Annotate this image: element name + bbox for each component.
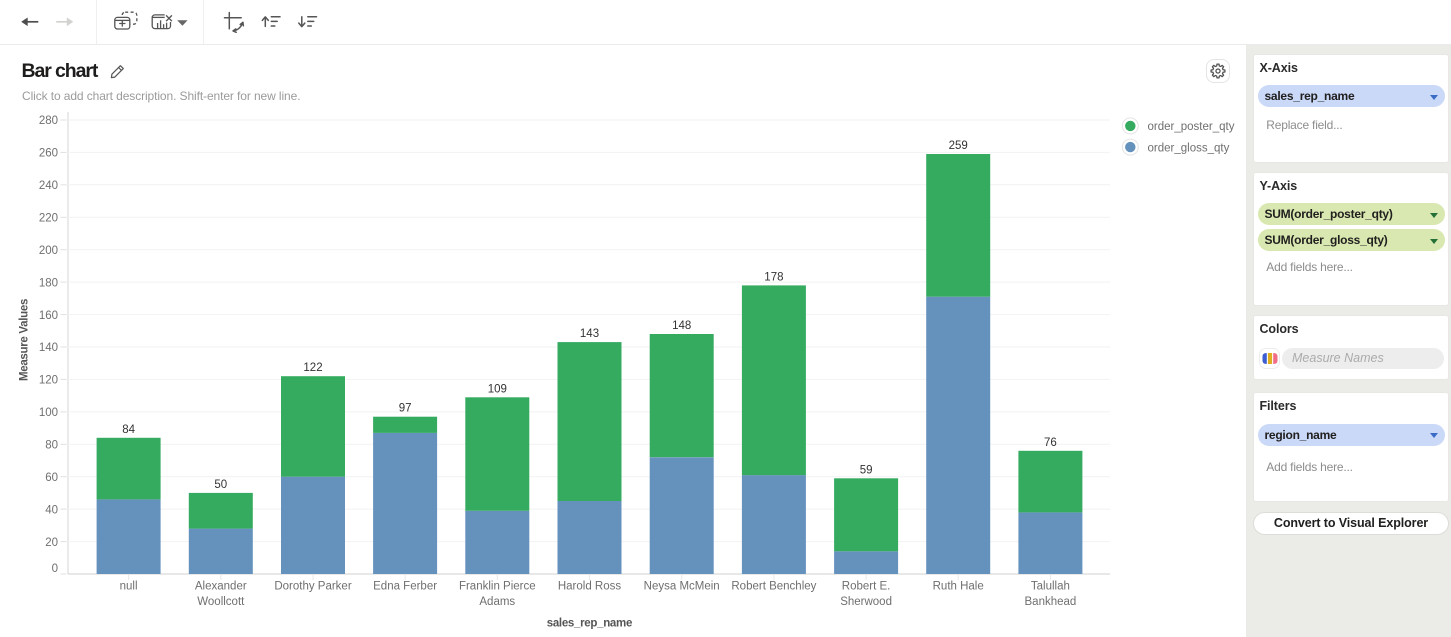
svg-text:143: 143 [580, 328, 599, 340]
svg-text:20: 20 [45, 537, 58, 549]
svg-text:Neysa McMein: Neysa McMein [644, 581, 720, 593]
svg-text:Franklin Pierce: Franklin Pierce [459, 581, 536, 593]
svg-text:0: 0 [52, 563, 58, 575]
svg-text:220: 220 [39, 213, 58, 225]
svg-text:Harold Ross: Harold Ross [558, 581, 622, 593]
svg-text:order_gloss_qty: order_gloss_qty [1148, 142, 1230, 154]
svg-text:Alexander: Alexander [195, 581, 247, 593]
svg-text:200: 200 [39, 245, 58, 257]
svg-text:148: 148 [672, 320, 691, 332]
svg-text:80: 80 [45, 440, 58, 452]
svg-text:109: 109 [488, 383, 507, 395]
svg-text:160: 160 [39, 310, 58, 322]
svg-text:100: 100 [39, 407, 58, 419]
svg-text:Woollcott: Woollcott [197, 596, 245, 608]
svg-text:Robert E.: Robert E. [842, 581, 891, 593]
svg-text:null: null [120, 581, 138, 593]
svg-text:260: 260 [39, 148, 58, 160]
svg-text:40: 40 [45, 504, 58, 516]
svg-text:59: 59 [860, 464, 873, 476]
svg-text:60: 60 [45, 472, 58, 484]
svg-text:order_poster_qty: order_poster_qty [1148, 121, 1235, 133]
svg-text:97: 97 [399, 403, 412, 415]
svg-text:84: 84 [122, 424, 135, 436]
svg-text:259: 259 [949, 140, 968, 152]
svg-text:50: 50 [214, 479, 227, 491]
svg-text:280: 280 [39, 115, 58, 127]
svg-text:Sherwood: Sherwood [840, 596, 892, 608]
svg-text:Edna Ferber: Edna Ferber [373, 581, 437, 593]
svg-text:Robert Benchley: Robert Benchley [731, 581, 816, 593]
svg-text:Ruth Hale: Ruth Hale [933, 581, 984, 593]
svg-text:178: 178 [764, 271, 783, 283]
svg-text:Dorothy Parker: Dorothy Parker [274, 581, 352, 593]
svg-text:sales_rep_name: sales_rep_name [547, 617, 632, 629]
svg-text:140: 140 [39, 342, 58, 354]
svg-text:120: 120 [39, 375, 58, 387]
svg-text:122: 122 [303, 362, 322, 374]
svg-text:240: 240 [39, 180, 58, 192]
svg-text:76: 76 [1044, 437, 1057, 449]
svg-text:Adams: Adams [479, 596, 515, 608]
svg-text:Talullah: Talullah [1031, 581, 1070, 593]
svg-text:Measure Values: Measure Values [19, 299, 31, 381]
svg-text:180: 180 [39, 277, 58, 289]
svg-text:Bankhead: Bankhead [1025, 596, 1077, 608]
